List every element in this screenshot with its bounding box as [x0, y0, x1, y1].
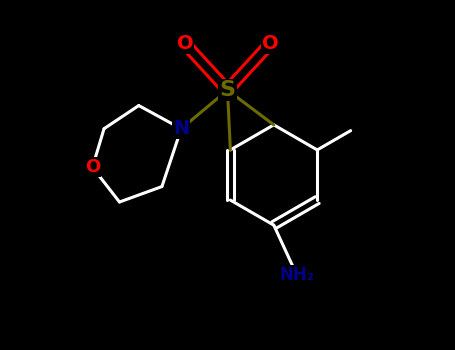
Text: NH₂: NH₂: [279, 266, 314, 284]
Text: O: O: [262, 34, 278, 53]
Text: S: S: [219, 80, 236, 100]
Text: N: N: [173, 119, 189, 138]
Text: O: O: [177, 34, 193, 53]
Text: O: O: [85, 158, 100, 176]
